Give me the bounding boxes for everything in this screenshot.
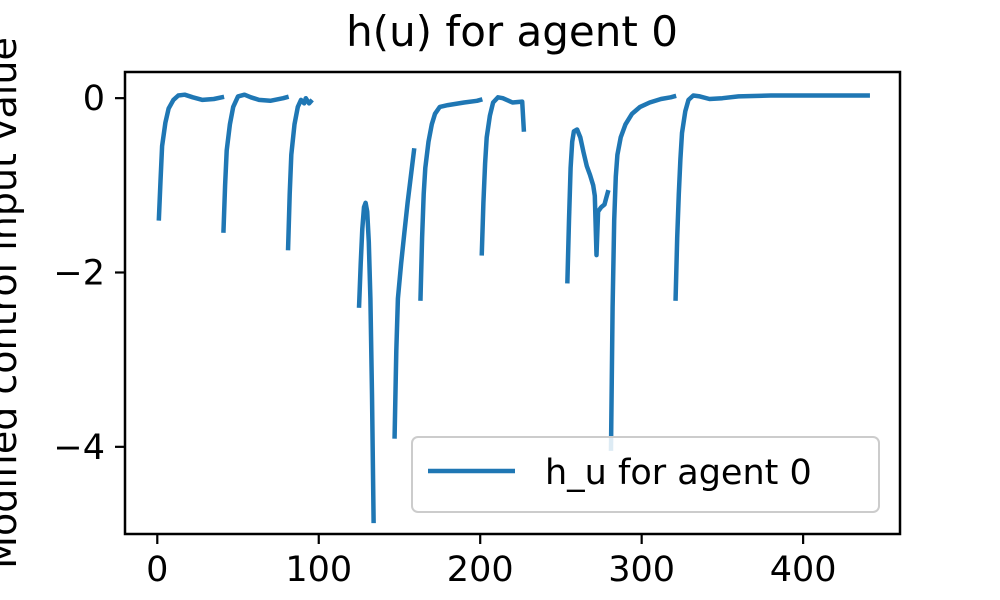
legend-box	[411, 436, 880, 513]
series-0-segment-6	[479, 95, 527, 256]
y-axis-label: Modified control input value	[0, 37, 25, 569]
x-tick-label: 200	[447, 550, 514, 590]
x-tick-label: 300	[608, 550, 675, 590]
y-tick-label: 0	[83, 79, 105, 119]
series-0-segment-1	[221, 92, 290, 233]
axes: 0 100 200 300 400 0 −2 −4	[53, 79, 836, 590]
legend-label: h_u for agent 0	[545, 453, 812, 493]
y-tick-label: −2	[53, 253, 105, 293]
series-0-segment-3	[356, 200, 376, 524]
x-tick-label: 100	[285, 550, 352, 590]
plot-area	[156, 92, 870, 524]
series-0-segment-7	[565, 127, 611, 284]
series-0-segment-8	[608, 93, 677, 451]
series-0-segment-2	[285, 95, 314, 251]
series-0-segment-4	[392, 147, 417, 439]
plot-frame	[123, 70, 902, 536]
x-tick-label: 400	[770, 550, 837, 590]
series-0-segment-9	[673, 93, 870, 301]
x-tick-label: 0	[146, 550, 168, 590]
series-0-segment-5	[418, 97, 483, 301]
chart-title: h(u) for agent 0	[346, 7, 678, 56]
legend: h_u for agent 0	[411, 436, 880, 513]
series-0-segment-0	[156, 92, 225, 221]
y-tick-label: −4	[53, 428, 105, 468]
